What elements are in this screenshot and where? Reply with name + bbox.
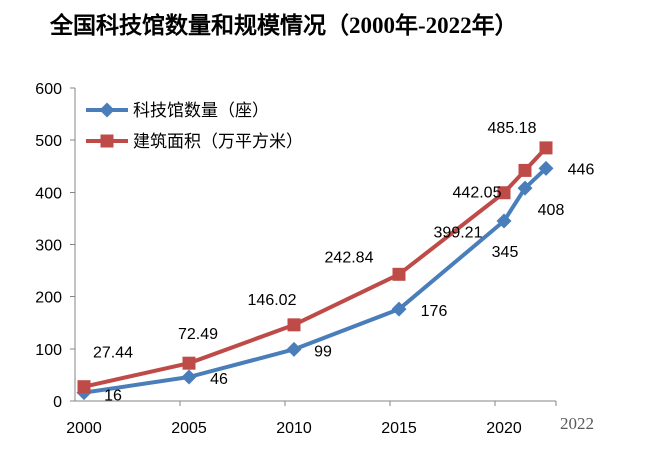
x-tick-label-2000: 2000 [66,420,102,437]
x-tick-label-2020: 2020 [486,420,522,437]
floor-area-marker-2005 [182,356,196,370]
floor-area-label-2020: 399.21 [434,225,483,242]
legend: 科技馆数量（座） 建筑面积（万平方米） [86,101,303,152]
floor-area-marker-2021 [518,163,532,177]
venue-count-label-2005: 46 [210,371,228,388]
floor-area-label-2005: 72.49 [178,326,218,343]
legend-label-venue-count: 科技馆数量（座） [133,101,269,121]
legend-item-floor-area: 建筑面积（万平方米） [86,132,303,152]
legend-swatch-marker-venue-count [99,102,115,118]
y-tick-label-200: 200 [35,290,62,307]
y-tick-label-400: 400 [35,185,62,202]
floor-area-label-2010: 146.02 [248,292,297,309]
venue-count-marker-2005 [181,369,197,385]
venue-count-label-2021: 408 [538,202,565,219]
chart-title: 全国科技馆数量和规模情况（2000年-2022年） [49,12,518,38]
venue-count-marker-2022 [538,160,554,176]
floor-area-label-2022: 485.18 [488,120,537,137]
venue-count-label-2010: 99 [314,343,332,360]
venue-count-marker-2020 [496,213,512,229]
venue-count-marker-2010 [286,341,302,357]
y-tick-label-100: 100 [35,342,62,359]
venue-count-label-2000: 16 [104,388,122,405]
venue-count-marker-2021 [517,180,533,196]
x-tick-label-2022: 2022 [560,414,594,433]
legend-swatch-marker-floor-area [100,134,114,148]
floor-area-marker-2020 [497,186,511,200]
venue-count-label-2022: 446 [568,161,595,178]
floor-area-label-2015: 242.84 [325,249,374,266]
floor-area-marker-2010 [287,318,301,332]
y-axis: 0 100 200 300 400 500 600 [35,81,76,411]
x-tick-label-2005: 2005 [171,420,207,437]
venue-count-label-2020: 345 [492,244,519,261]
y-tick-label-0: 0 [53,394,62,411]
floor-area-marker-2022 [539,141,553,155]
y-tick-label-600: 600 [35,81,62,98]
x-tick-label-2015: 2015 [381,420,417,437]
venue-count-marker-2015 [391,301,407,317]
x-axis-ticks: 2000 2005 2010 2015 2020 2022 [66,401,594,437]
series-layer [76,141,554,401]
floor-area-label-2021: 442.05 [453,184,502,201]
data-label-layer: 16 46 99 176 345 408 446 27.44 72.49 146.02 242.84… [93,120,594,405]
legend-item-venue-count: 科技馆数量（座） [86,101,269,121]
floor-area-marker-2015 [392,267,406,281]
y-tick-label-500: 500 [35,133,62,150]
y-tick-label-300: 300 [35,238,62,255]
x-axis: 2000 2005 2010 2015 2020 2022 [66,400,594,437]
x-tick-label-2010: 2010 [276,420,312,437]
floor-area-label-2000: 27.44 [93,345,133,362]
y-axis-ticks: 0 100 200 300 400 500 600 [35,81,75,411]
floor-area-marker-2000 [77,380,91,394]
legend-label-floor-area: 建筑面积（万平方米） [133,132,303,152]
venue-count-label-2015: 176 [421,303,448,320]
